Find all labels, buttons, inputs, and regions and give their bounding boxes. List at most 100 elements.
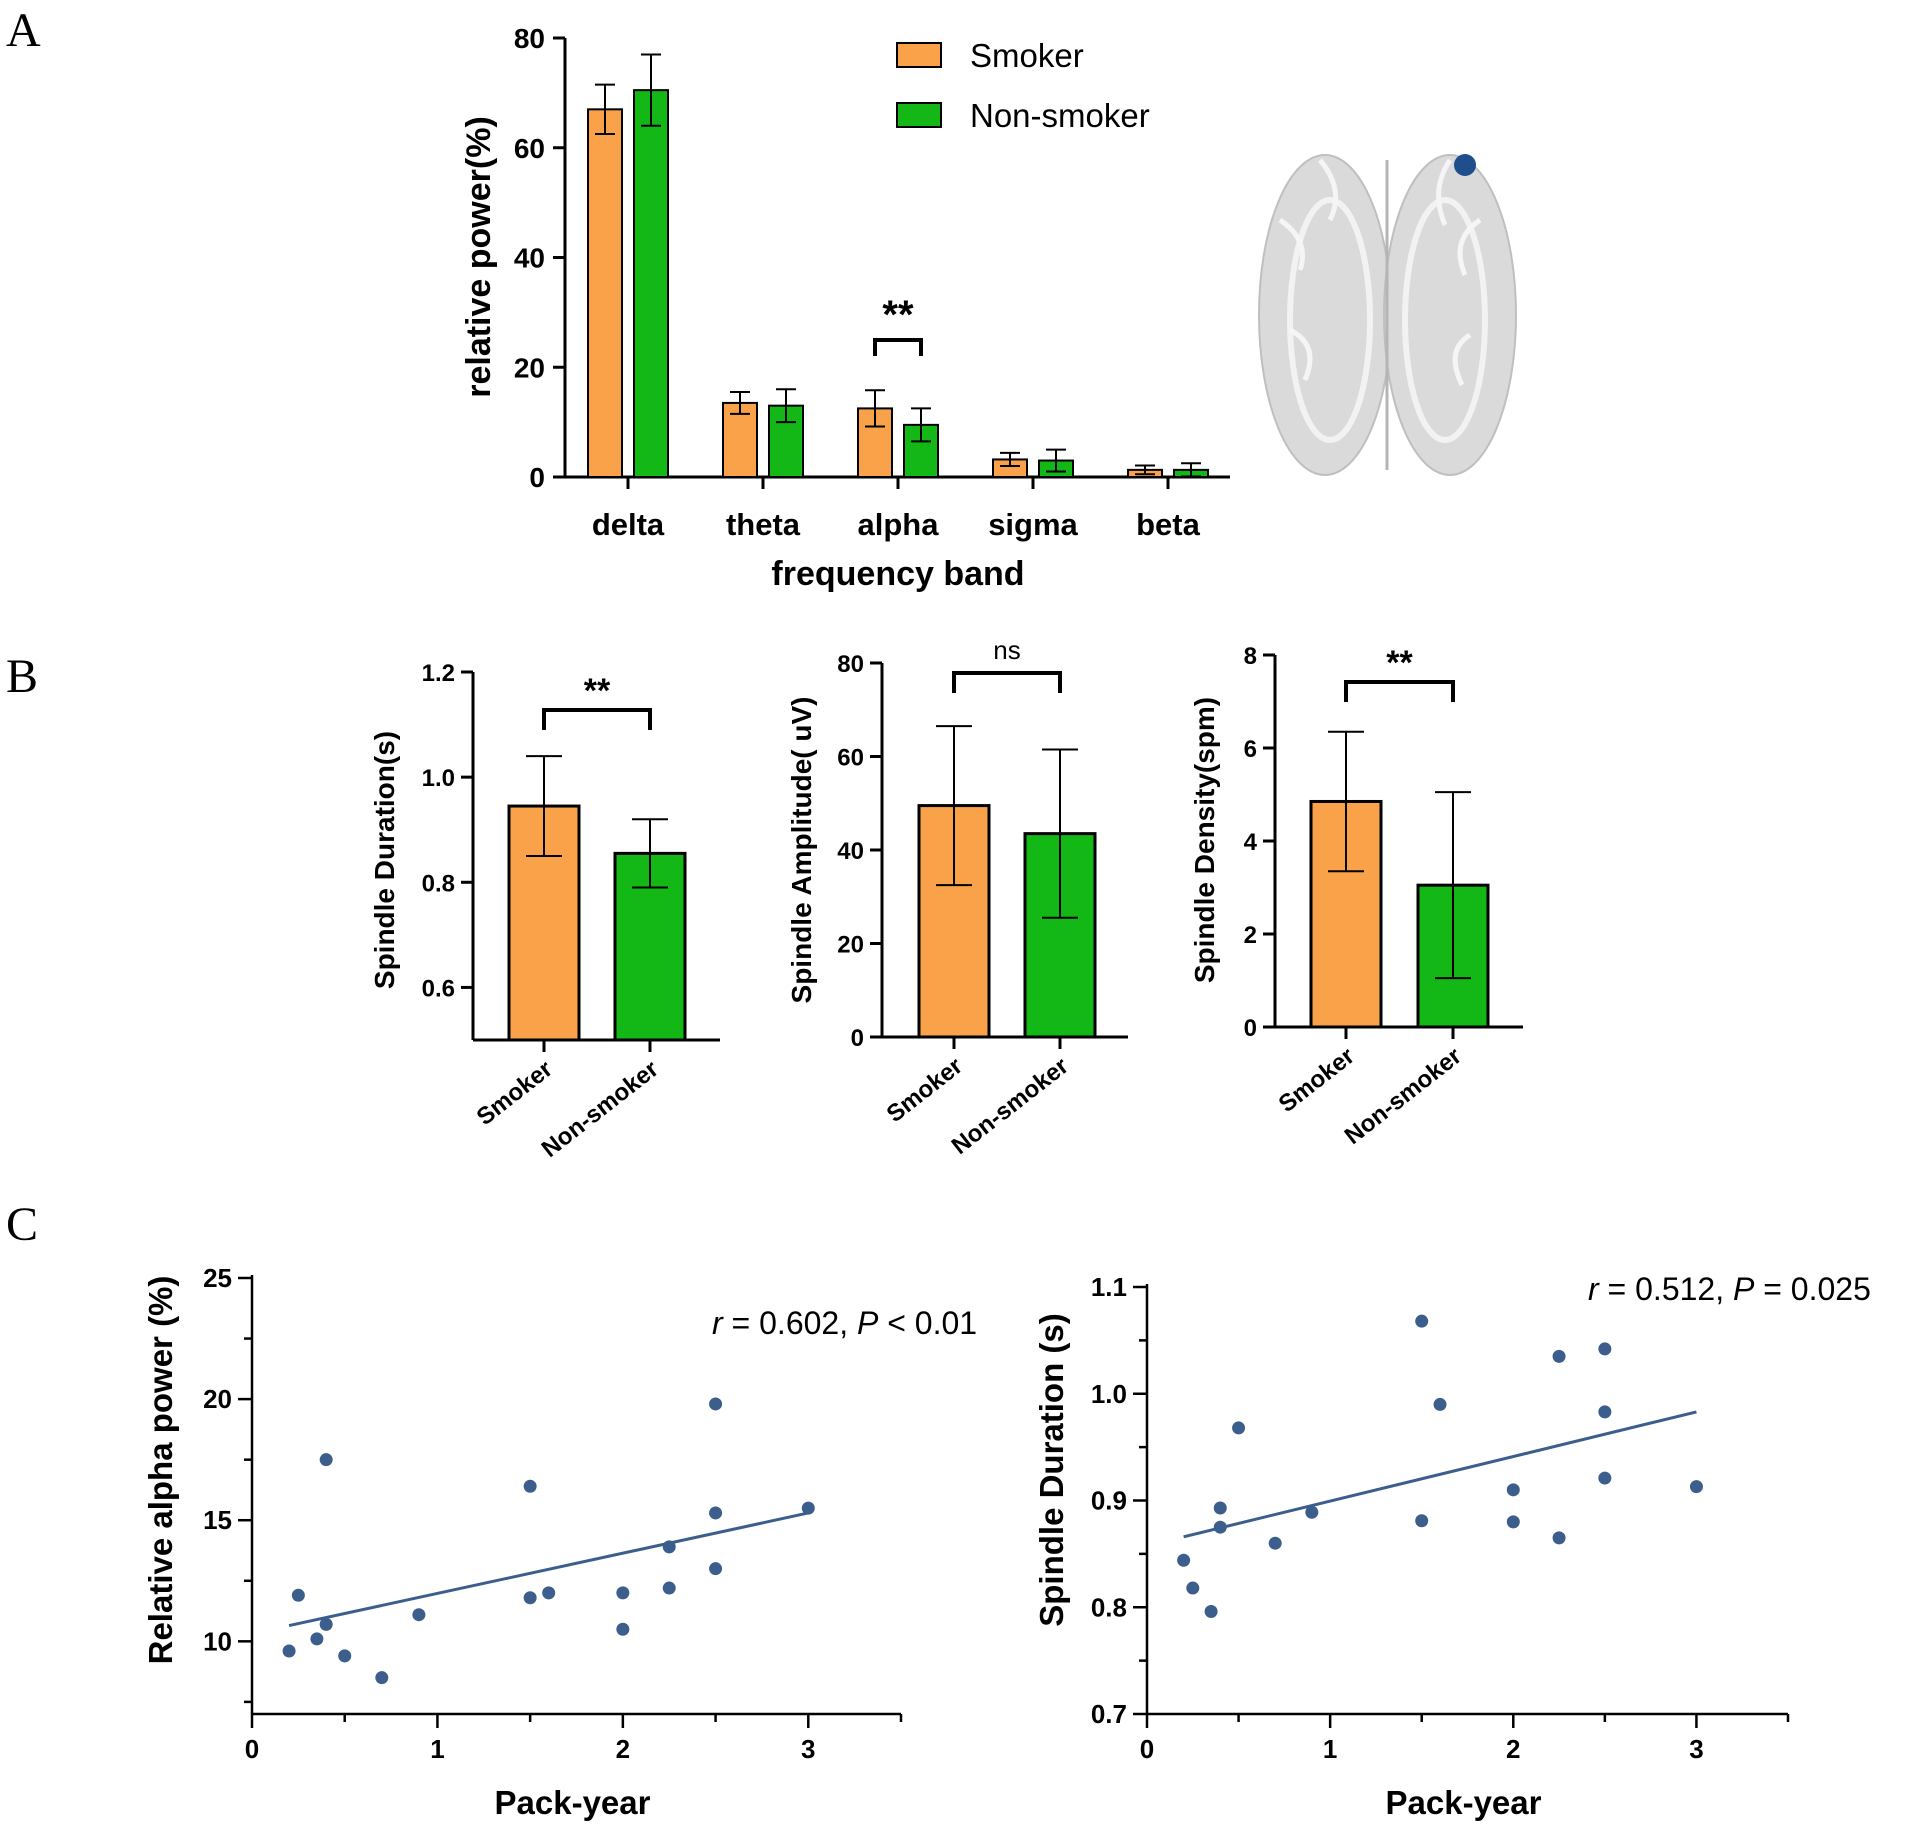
p-value: = 0.025: [1754, 1271, 1871, 1307]
y-axis-title: Spindle Duration(s): [369, 731, 400, 989]
electrode-marker: [1454, 154, 1476, 176]
panel-label-a: A: [6, 4, 41, 57]
data-point: [1506, 1483, 1520, 1497]
data-point: [282, 1644, 296, 1658]
data-point: [1204, 1605, 1218, 1619]
x-tick-label: alpha: [858, 507, 940, 542]
panel-label-c: C: [6, 1198, 38, 1251]
y-tick-label: 60: [837, 745, 864, 772]
y-tick-label: 0: [529, 462, 545, 493]
bar-nonsmoker: [613, 851, 687, 1042]
chart-c-alpha-power-vs-pack-year: 10 15 20 25 0 1 2 3 Pack-year Relative alpha powe…: [142, 1263, 977, 1821]
data-point: [1177, 1553, 1191, 1567]
data-point: [338, 1649, 352, 1663]
data-point: [1213, 1501, 1227, 1515]
bar-smoker: [587, 108, 623, 479]
r-label: r: [712, 1305, 724, 1341]
regression-line: [1183, 1410, 1697, 1539]
r-label: r: [1588, 1271, 1600, 1307]
y-tick-label: 0.8: [1091, 1592, 1127, 1622]
y-tick-label: 1.0: [422, 765, 455, 792]
y-tick-label: 1.2: [422, 660, 455, 687]
x-tick-label: Smoker: [882, 1052, 968, 1127]
data-point: [1232, 1421, 1246, 1435]
panel-label-b: B: [6, 650, 38, 703]
y-tick-label: 1.0: [1091, 1379, 1127, 1409]
x-tick-label: 2: [1506, 1734, 1520, 1764]
data-point: [1506, 1515, 1520, 1529]
y-tick-label: 20: [837, 932, 864, 959]
significance-bracket: [1344, 680, 1455, 702]
p-label: P: [1733, 1271, 1755, 1307]
correlation-annotation: r = 0.602, P < 0.01: [712, 1305, 977, 1341]
x-tick-label: 1: [1323, 1734, 1337, 1764]
r-value: = 0.512,: [1599, 1271, 1733, 1307]
x-tick-label: Smoker: [1274, 1042, 1360, 1117]
x-tick-label: theta: [726, 507, 801, 542]
x-axis-title: Pack-year: [1386, 1784, 1542, 1821]
data-point: [1689, 1480, 1703, 1494]
bar-smoker: [507, 804, 581, 1042]
y-tick-label: 40: [837, 838, 864, 865]
brain-inset: [1258, 154, 1517, 476]
y-tick-label: 40: [514, 243, 545, 274]
y-tick-label: 0.6: [422, 975, 455, 1002]
legend-swatch: [896, 102, 942, 128]
x-tick-label: delta: [592, 507, 665, 542]
data-point: [319, 1453, 333, 1467]
y-axis-title: Spindle Duration (s): [1033, 1313, 1070, 1627]
y-tick-label: 1.1: [1091, 1272, 1127, 1302]
x-tick-label: beta: [1136, 507, 1201, 542]
data-point: [662, 1581, 676, 1595]
bar-smoker: [722, 401, 758, 479]
data-point: [1598, 1342, 1612, 1356]
data-point: [1268, 1536, 1282, 1550]
data-point: [412, 1608, 426, 1622]
significance-marker: **: [1386, 644, 1413, 682]
legend-label: Non-smoker: [970, 97, 1150, 134]
y-axis-title: Spindle Density(spm): [1189, 697, 1220, 983]
data-point: [1552, 1531, 1566, 1545]
y-tick-label: 15: [203, 1505, 232, 1535]
data-point: [523, 1479, 537, 1493]
x-tick-label: 0: [245, 1734, 259, 1764]
data-point: [616, 1622, 630, 1636]
y-tick-label: 4: [1244, 829, 1258, 856]
y-tick-label: 0: [1244, 1015, 1257, 1042]
y-tick-label: 60: [514, 133, 545, 164]
y-tick-label: 20: [203, 1384, 232, 1414]
y-tick-label: 80: [837, 651, 864, 678]
y-tick-label: 0: [851, 1025, 864, 1052]
y-tick-label: 6: [1244, 736, 1257, 763]
data-point: [310, 1632, 324, 1646]
data-point: [542, 1586, 556, 1600]
significance-bracket: [873, 338, 923, 356]
x-tick-label: 3: [1689, 1734, 1703, 1764]
y-tick-label: 0.7: [1091, 1699, 1127, 1729]
y-axis-title: Spindle Amplitude( uV): [786, 697, 817, 1004]
chart-c-spindle-duration-vs-pack-year: 0.7 0.8 0.9 1.0 1.1 0 1 2 3 Pack-year Spindle Dura…: [1033, 1271, 1871, 1821]
significance-bracket: [542, 708, 652, 730]
data-point: [1598, 1471, 1612, 1485]
data-point: [709, 1562, 723, 1576]
x-tick-label: Smoker: [472, 1055, 558, 1130]
bar-non-smoker: [633, 89, 669, 478]
data-point: [1415, 1314, 1429, 1328]
x-axis-title: Pack-year: [495, 1784, 651, 1821]
chart-a-frequency-band-power: 0 20 40 60 80 delta theta alpha sigma beta ** frequ…: [460, 23, 1230, 593]
y-axis-title: Relative alpha power (%): [142, 1276, 179, 1665]
significance-bracket: [952, 671, 1062, 693]
x-tick-label: 3: [801, 1734, 815, 1764]
legend-swatch: [896, 42, 942, 68]
data-point: [1186, 1581, 1200, 1595]
data-point: [291, 1588, 305, 1602]
p-label: P: [857, 1305, 879, 1341]
r-value: = 0.602,: [723, 1305, 857, 1341]
x-axis-title: frequency band: [771, 555, 1024, 593]
data-point: [801, 1501, 815, 1515]
data-point: [662, 1540, 676, 1554]
y-tick-label: 10: [203, 1626, 232, 1656]
